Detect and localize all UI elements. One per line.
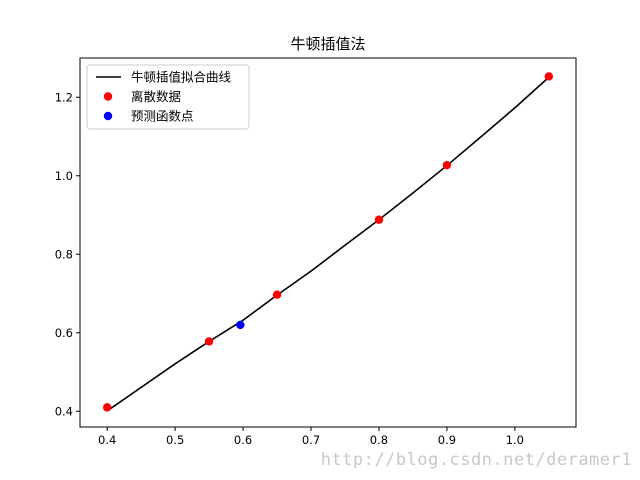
x-tick-label: 0.6 (234, 433, 252, 447)
x-tick-label: 0.4 (98, 433, 116, 447)
data-point-1-5 (544, 72, 554, 81)
plot-area (102, 72, 554, 412)
y-tick-label: 1.2 (55, 90, 73, 104)
legend-marker-dot (103, 92, 113, 101)
data-point-1-2 (272, 290, 282, 299)
x-tick-label: 1.0 (506, 433, 524, 447)
axes-frame (79, 57, 577, 428)
y-tick-label: 0.6 (55, 326, 73, 340)
watermark-text: http://blog.csdn.net/deramer1 (320, 450, 632, 470)
chart-title: 牛顿插值法 (290, 35, 365, 53)
y-tick-label: 0.8 (55, 247, 73, 261)
data-point-1-3 (374, 215, 384, 224)
data-point-2-0 (236, 320, 245, 330)
x-tick-label: 0.8 (370, 433, 388, 447)
data-point-1-1 (204, 337, 214, 346)
y-tick-label: 0.4 (55, 404, 73, 418)
data-point-1-0 (102, 403, 112, 412)
x-tick-label: 0.9 (438, 433, 456, 447)
legend-label: 离散数据 (131, 89, 181, 104)
x-tick-label: 0.7 (302, 433, 320, 447)
data-point-1-4 (442, 160, 452, 170)
x-tick-label: 0.5 (166, 433, 184, 447)
legend-marker-dot (103, 111, 113, 121)
axes: 0.4 0.5 0.6 0.7 0.8 0.9 1.0 0.4 0.6 0.8 1.0 1.2 (55, 57, 577, 447)
legend-label: 牛顿插值拟合曲线 (131, 70, 232, 85)
y-tick-label: 1.0 (55, 169, 73, 183)
legend-box (86, 64, 250, 130)
legend-label: 预测函数点 (131, 109, 194, 124)
